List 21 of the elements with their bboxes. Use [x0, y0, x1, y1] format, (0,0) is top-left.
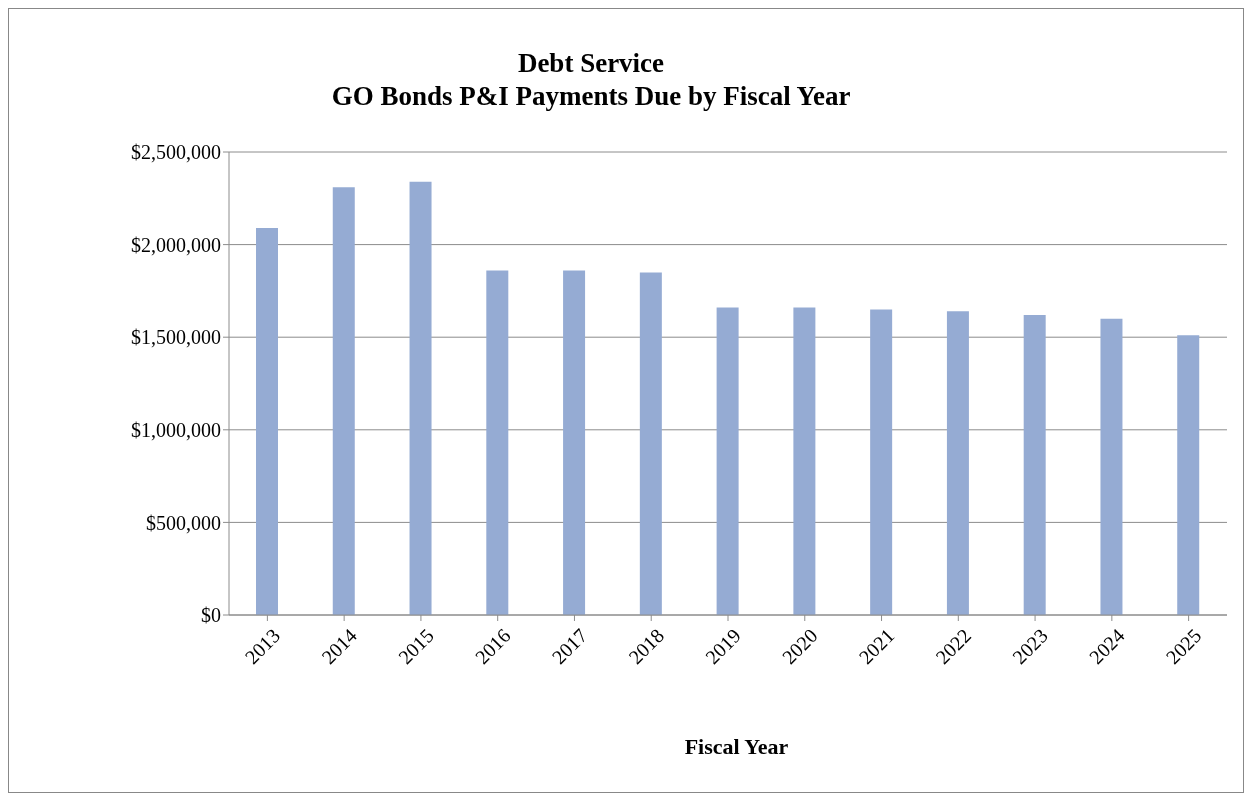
bar	[946, 311, 969, 615]
y-tick-label: $1,000,000	[131, 418, 221, 441]
bar	[332, 187, 355, 615]
x-axis-title: Fiscal Year	[683, 734, 790, 760]
bar	[716, 307, 739, 615]
bar	[793, 307, 816, 615]
y-tick-label: $2,500,000	[131, 141, 221, 164]
y-tick-label: $1,500,000	[131, 326, 221, 349]
y-tick-label: $0	[201, 604, 221, 627]
bar	[409, 181, 432, 615]
bar	[563, 270, 586, 615]
bar	[639, 272, 662, 615]
bar	[1177, 335, 1200, 615]
y-tick-label: $2,000,000	[131, 233, 221, 256]
bar	[1023, 314, 1046, 615]
chart-title: Debt Service GO Bonds P&I Payments Due by Fiscal Year	[330, 47, 852, 113]
bar	[1100, 318, 1123, 615]
bar	[256, 227, 278, 615]
bar	[486, 270, 509, 615]
y-tick-label: $500,000	[146, 511, 221, 534]
bar	[870, 309, 893, 615]
